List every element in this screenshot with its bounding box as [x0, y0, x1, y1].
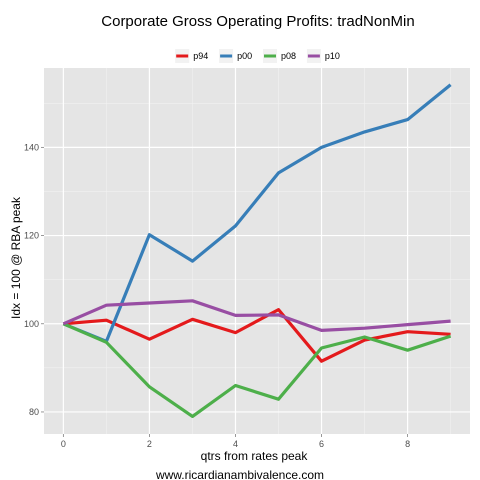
x-tick-label: 2: [147, 439, 152, 449]
y-tick-label: 100: [24, 319, 39, 329]
plot-panel: [44, 68, 470, 434]
y-axis-label: Idx = 100 @ RBA peak: [9, 196, 23, 319]
y-axis-ticks: 80 100 120 140: [24, 142, 44, 417]
legend: p94 p00 p08 p10: [175, 49, 340, 63]
chart-title: Corporate Gross Operating Profits: tradN…: [101, 13, 414, 30]
x-axis-ticks: 0 2 4 6 8: [61, 434, 410, 449]
x-tick-label: 0: [61, 439, 66, 449]
source-caption: www.ricardianambivalence.com: [155, 468, 324, 480]
series-line-p00: [62, 83, 452, 343]
legend-label-p08: p08: [281, 51, 296, 61]
legend-label-p10: p10: [325, 51, 340, 61]
x-axis-label: qtrs from rates peak: [201, 449, 309, 463]
series-line-p94: [63, 308, 451, 363]
y-tick-label: 120: [24, 231, 39, 241]
legend-label-p00: p00: [237, 51, 252, 61]
legend-label-p94: p94: [193, 51, 208, 61]
series-line-p08: [62, 322, 452, 418]
y-tick-label: 80: [29, 407, 39, 417]
x-tick-label: 6: [319, 439, 324, 449]
x-tick-label: 4: [233, 439, 238, 449]
x-tick-label: 8: [405, 439, 410, 449]
series-lines: [62, 83, 452, 418]
y-tick-label: 140: [24, 142, 39, 152]
grid-minor: [44, 68, 470, 434]
series-line-p10: [62, 299, 451, 332]
